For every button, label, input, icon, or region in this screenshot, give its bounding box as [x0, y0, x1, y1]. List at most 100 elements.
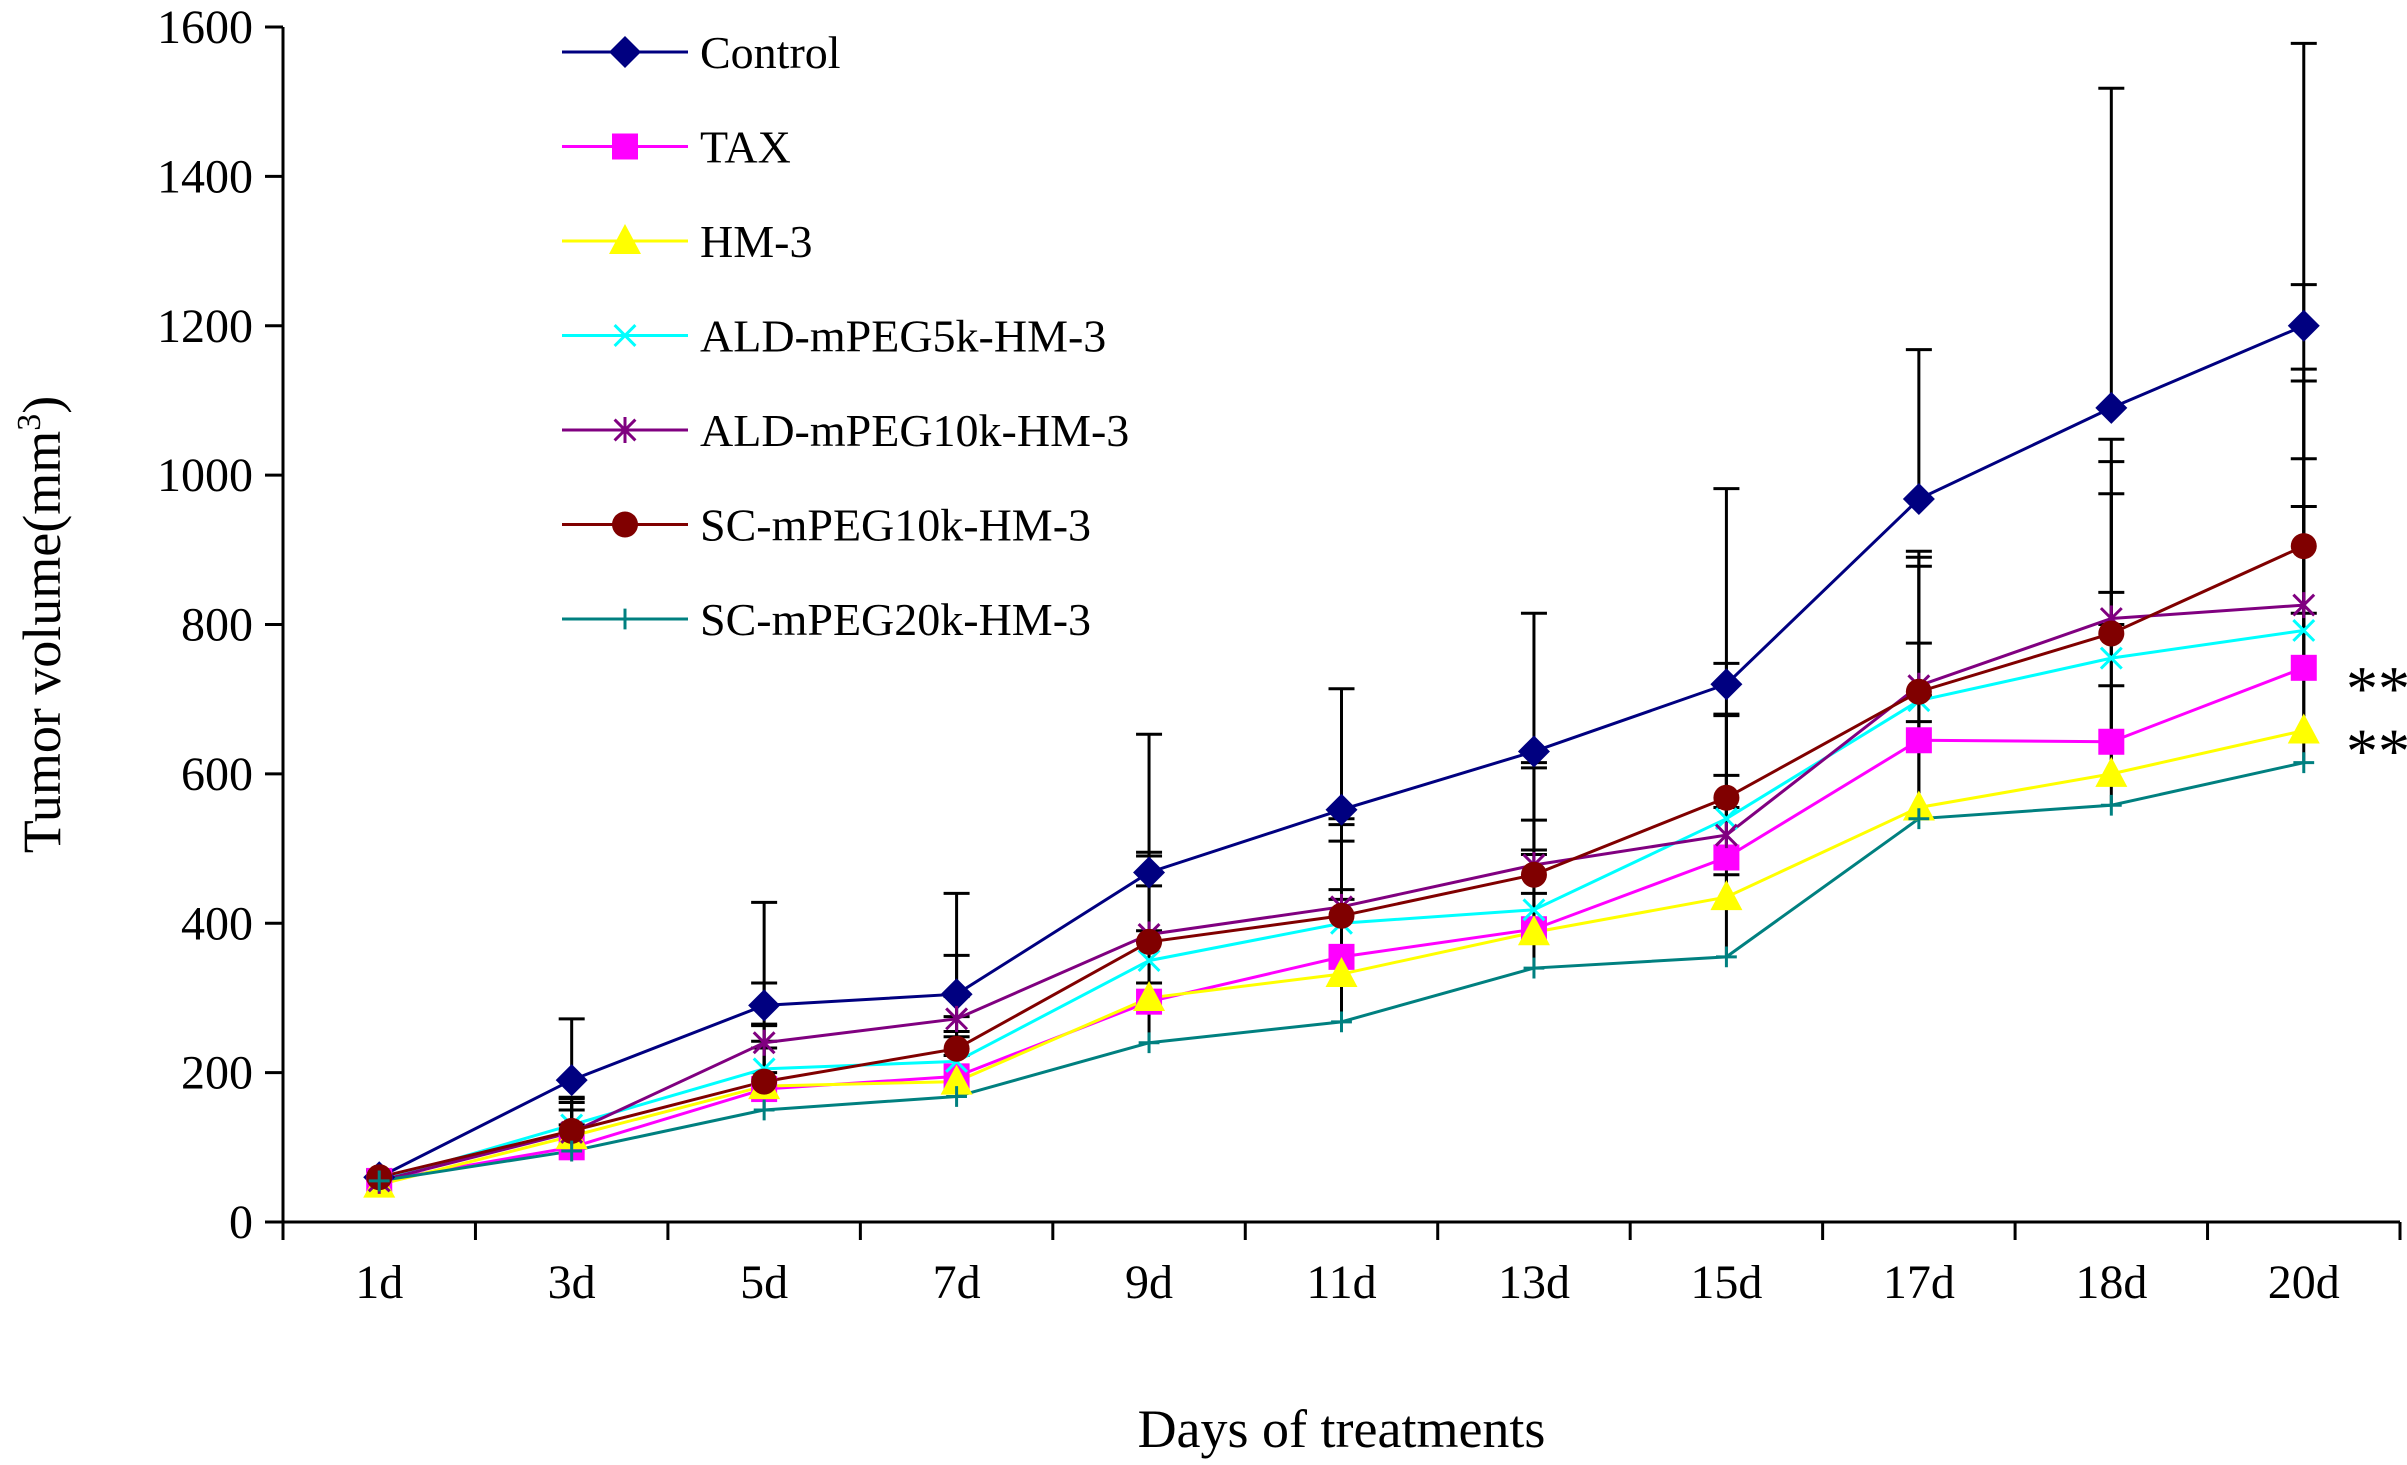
data-point	[1713, 784, 1740, 811]
y-tick-label: 1600	[157, 1, 253, 54]
data-point	[2287, 713, 2320, 744]
legend-item: TAX	[562, 122, 791, 173]
data-point	[1136, 928, 1163, 955]
x-tick-label: 5d	[740, 1256, 788, 1309]
x-tick-label: 11d	[1306, 1256, 1376, 1309]
y-tick-label: 800	[181, 599, 253, 652]
data-point	[2095, 391, 2128, 424]
data-point	[2292, 619, 2316, 642]
data-point	[1331, 1011, 1352, 1033]
legend-item: SC-mPEG20k-HM-3	[562, 594, 1091, 645]
data-point	[940, 978, 973, 1011]
data-point	[2098, 620, 2125, 647]
series-markers	[363, 309, 2320, 1198]
data-point	[1714, 807, 1738, 831]
legend-marker	[614, 608, 636, 630]
legend-item: ALD-mPEG5k-HM-3	[562, 311, 1106, 362]
data-point	[1902, 790, 1935, 821]
x-ticks: 1d 3d 5d 7d 9d 11d 13d 15d 17d 18d 20d	[281, 1222, 2402, 1309]
data-point	[1908, 808, 1930, 830]
legend-item: ALD-mPEG10k-HM-3	[562, 405, 1129, 456]
data-point	[1325, 793, 1358, 826]
data-point	[558, 1117, 585, 1144]
data-point	[1523, 957, 1545, 979]
x-tick-label: 17d	[1883, 1256, 1955, 1309]
data-point	[943, 1035, 970, 1062]
legend-marker	[613, 417, 637, 443]
axes	[281, 27, 2400, 1224]
data-point	[748, 989, 781, 1022]
x-tick-label: 7d	[933, 1256, 981, 1309]
x-axis-title: Days of treatments	[1138, 1399, 1546, 1459]
legend-label: Control	[700, 27, 841, 78]
data-point	[1905, 727, 1932, 754]
y-tick-label: 1200	[157, 300, 253, 353]
data-point	[1517, 915, 1550, 946]
data-point	[1710, 880, 1743, 911]
data-point	[2292, 592, 2316, 619]
data-point	[1905, 678, 1932, 705]
y-axis-title-main: Tumor volume(mm	[12, 431, 72, 854]
data-point	[1325, 957, 1358, 988]
data-point	[753, 1099, 775, 1121]
legend-marker	[613, 324, 637, 347]
x-tick-label: 9d	[1125, 1256, 1173, 1309]
x-tick-label: 20d	[2268, 1256, 2340, 1309]
data-point	[2287, 309, 2320, 342]
legend-label: HM-3	[700, 216, 812, 267]
legend: Control TAX HM-3 ALD-mPEG5k-HM-3 ALD-mPEG10k…	[562, 27, 1129, 645]
x-tick-label: 1d	[355, 1256, 403, 1309]
y-tick-label: 400	[181, 897, 253, 950]
data-point	[2290, 533, 2317, 560]
data-point	[561, 1140, 583, 1162]
x-tick-label: 3d	[548, 1256, 596, 1309]
data-point	[1328, 902, 1355, 929]
data-point	[1520, 861, 1547, 888]
data-point	[2290, 654, 2317, 681]
data-point	[1133, 856, 1166, 889]
y-tick-label: 0	[229, 1196, 253, 1249]
data-point	[752, 1029, 776, 1056]
significance-marker: **	[2346, 716, 2407, 787]
data-point	[1710, 668, 1743, 701]
data-point	[1713, 844, 1740, 871]
legend-item: Control	[562, 27, 841, 78]
legend-marker	[609, 224, 641, 254]
significance-annotations: ****	[2346, 653, 2407, 787]
x-tick-label: 13d	[1498, 1256, 1570, 1309]
y-axis-title-close: )	[12, 396, 72, 414]
data-point	[2293, 752, 2315, 774]
y-tick-label: 200	[181, 1047, 253, 1100]
data-point	[2099, 646, 2123, 670]
legend-label: SC-mPEG20k-HM-3	[700, 594, 1091, 645]
y-tick-label: 1000	[157, 449, 253, 502]
data-point	[1714, 822, 1738, 849]
data-point	[2100, 794, 2122, 816]
legend-marker	[609, 36, 641, 68]
data-point	[1522, 898, 1546, 922]
data-point	[1716, 946, 1737, 968]
data-point	[945, 1005, 969, 1032]
x-tick-label: 15d	[1690, 1256, 1762, 1309]
y-tick-label: 1400	[157, 150, 253, 203]
data-point	[2098, 728, 2125, 755]
y-tick-label: 600	[181, 748, 253, 801]
legend-label: SC-mPEG10k-HM-3	[700, 500, 1091, 551]
significance-marker: **	[2346, 653, 2407, 724]
legend-label: TAX	[700, 122, 791, 173]
legend-marker	[612, 511, 638, 538]
data-point	[1133, 980, 1166, 1011]
data-point	[368, 1170, 390, 1192]
data-point	[1902, 483, 1935, 516]
data-point	[2095, 756, 2128, 787]
data-point	[1517, 735, 1550, 768]
legend-label: ALD-mPEG5k-HM-3	[700, 311, 1106, 362]
legend-marker	[612, 133, 638, 160]
y-axis-title-superscript: 3	[11, 414, 48, 431]
legend-item: HM-3	[562, 216, 812, 267]
data-point	[555, 1064, 588, 1097]
x-tick-label: 18d	[2075, 1256, 2147, 1309]
data-point	[1138, 1032, 1160, 1054]
y-ticks: 0 200 400 600 800 1000 1200 1400 1600	[157, 1, 283, 1249]
